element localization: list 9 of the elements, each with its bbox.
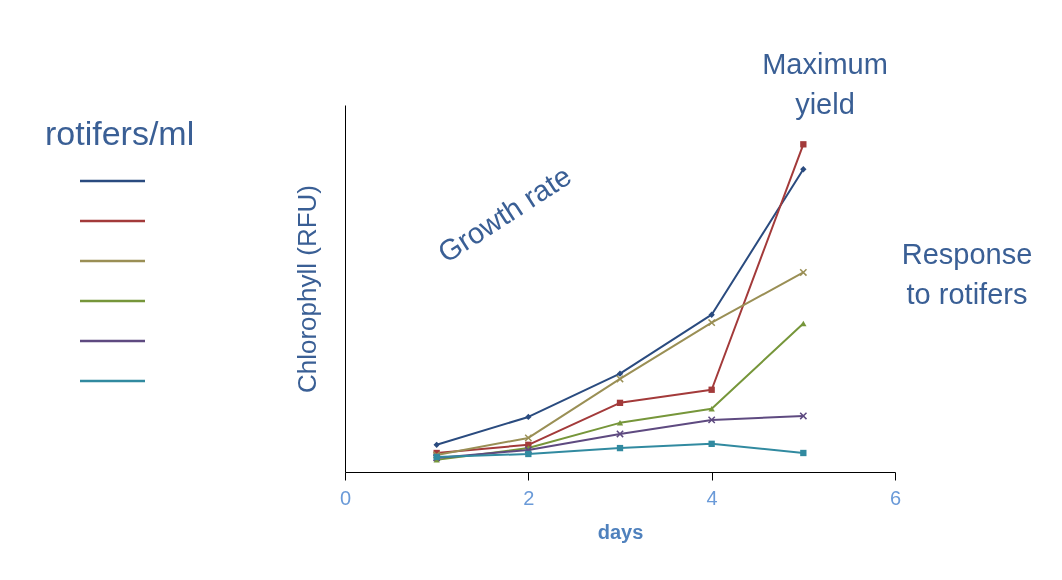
x-tick-label: 4 (706, 486, 718, 509)
x-tick-label: 0 (339, 486, 352, 509)
x-tick-label: 6 (889, 486, 902, 509)
x-tick-label: 2 (523, 486, 535, 509)
y-axis-title: Chlorophyll (RFU) (291, 184, 322, 394)
x-axis-title: days (597, 520, 644, 543)
text: Maximum yield (762, 48, 888, 120)
text: Response to rotifers (901, 238, 1033, 310)
legend-title: rotifers/ml (45, 114, 195, 152)
